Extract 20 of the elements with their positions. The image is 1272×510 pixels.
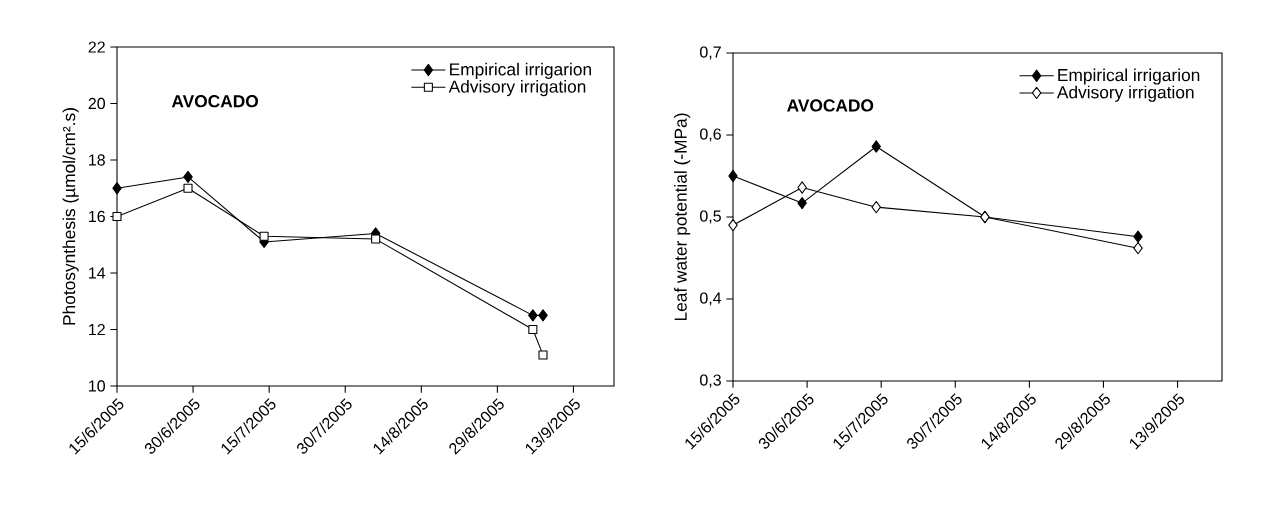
legend-label: Empirical irrigarion <box>1058 68 1200 85</box>
y-tick-label: 12 <box>89 323 105 336</box>
legend-label: Empirical irrigarion <box>450 62 591 79</box>
y-tick-label: 0,6 <box>700 128 721 142</box>
y-tick-label: 0,4 <box>700 292 722 306</box>
y-tick-label: 16 <box>89 210 105 223</box>
y-tick-label: 20 <box>88 97 106 110</box>
y-tick-label: 18 <box>89 154 105 166</box>
y-tick-label: 0,7 <box>700 46 721 60</box>
y-tick-label: 0,5 <box>700 210 721 224</box>
y-tick-label: 22 <box>88 41 105 53</box>
legend-label: Advisory irrigation <box>448 79 586 97</box>
y-axis-title: Leaf water potential (-MPa) <box>674 113 691 321</box>
annotation: AVOCADO <box>787 99 874 112</box>
y-tick-label: 14 <box>89 267 106 279</box>
y-tick-label: 0,3 <box>700 374 721 388</box>
annotation: AVOCADO <box>171 95 258 108</box>
legend-label: Advisory irrigation <box>1056 85 1194 102</box>
y-tick-label: 10 <box>89 380 106 392</box>
y-axis-title: Photosynthesis (µmol/cm².s) <box>62 108 79 325</box>
